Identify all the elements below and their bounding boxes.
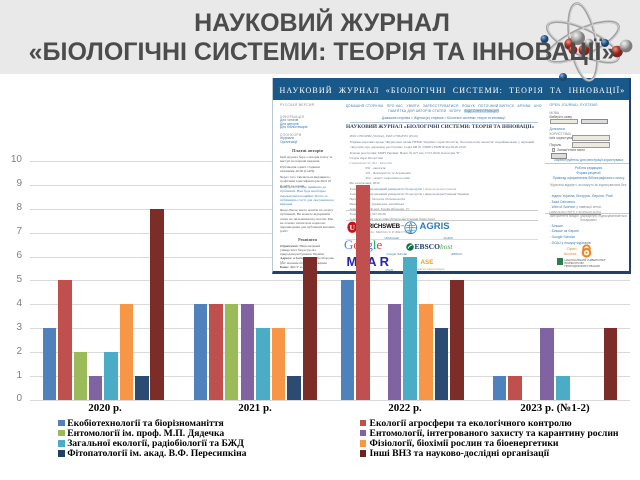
svg-text:U: U	[349, 223, 355, 232]
